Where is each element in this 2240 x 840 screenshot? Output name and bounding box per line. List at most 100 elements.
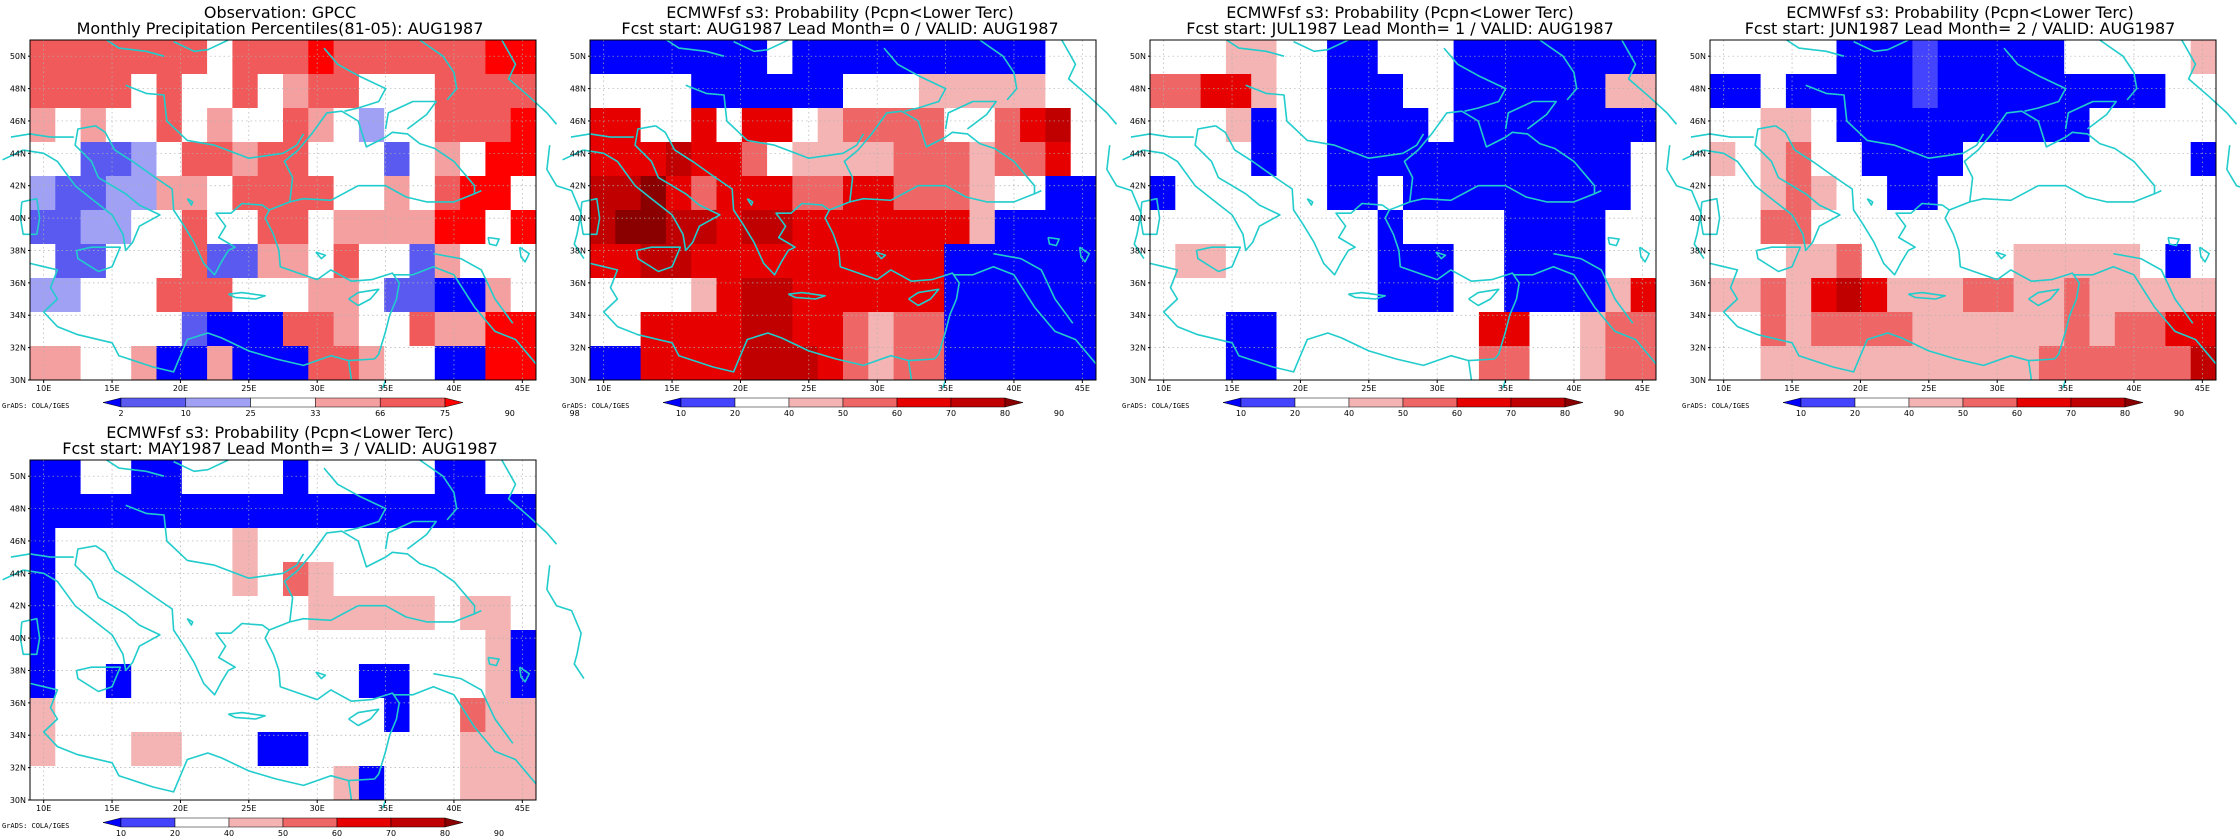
lon-tick-label: 25E — [241, 384, 256, 393]
colorbar-label: 10 — [1236, 409, 1246, 418]
map-cell — [105, 312, 132, 347]
lon-tick-label: 45E — [515, 804, 530, 813]
map-cell — [55, 40, 81, 75]
map-cell — [1630, 142, 1657, 177]
map-cell — [2038, 142, 2065, 177]
coastline — [106, 459, 165, 477]
lon-tick-label: 25E — [241, 804, 256, 813]
map-cell — [2165, 312, 2192, 347]
coastline — [1384, 184, 1602, 219]
map-cell — [1301, 210, 1328, 245]
map-cell — [1225, 108, 1252, 143]
lat-tick-label: 50N — [10, 52, 26, 61]
map-cell — [105, 596, 132, 631]
lat-tick-label: 40N — [1130, 214, 1146, 223]
coastline — [579, 197, 601, 236]
map-cell — [434, 630, 461, 665]
map-cell — [1225, 40, 1252, 75]
map-cell — [257, 766, 284, 801]
map-cell — [2165, 176, 2192, 211]
map-cell — [944, 40, 970, 75]
coastline — [518, 666, 531, 683]
map-cell — [1760, 142, 1787, 177]
map-cell — [665, 142, 692, 177]
map-cell — [30, 766, 56, 801]
map-cell — [1760, 40, 1787, 75]
map-cell — [1735, 278, 1761, 313]
map-cell — [2089, 278, 2116, 313]
grads-credit: GrADS: COLA/IGES — [2, 402, 70, 410]
map-cell — [817, 312, 844, 347]
map-cell — [994, 142, 1021, 177]
map-cell — [409, 494, 436, 529]
map-cell — [510, 528, 537, 563]
map-cell — [1554, 74, 1581, 109]
map-cell — [1785, 346, 1812, 381]
map-cell — [333, 766, 360, 801]
map-cell — [1912, 244, 1939, 279]
colorbar: 10 20 40 50 60 70 80 90 — [1222, 397, 1624, 418]
lon-tick-label: 20E — [1293, 384, 1308, 393]
colorbar-swatch — [120, 817, 176, 828]
map-cell — [1251, 210, 1277, 245]
coastline — [384, 100, 438, 130]
lat-tick-label: 40N — [10, 634, 26, 643]
colorbar-swatch — [734, 397, 790, 408]
map-cell — [510, 210, 537, 245]
map-cell — [1175, 346, 1201, 381]
map-cell — [868, 176, 894, 211]
coastline — [487, 236, 500, 247]
coastline — [1443, 47, 1507, 112]
map-cell — [333, 562, 360, 597]
map-cell — [257, 562, 284, 597]
map-cell — [1605, 312, 1632, 347]
map-cell — [156, 732, 183, 767]
map-cell — [1605, 40, 1632, 75]
colorbar-label: 50 — [1398, 409, 1408, 418]
map-cell — [384, 40, 410, 75]
map-cell — [1811, 142, 1837, 177]
map-cell — [1327, 74, 1353, 109]
map-cell — [716, 312, 743, 347]
map-cell — [485, 460, 512, 495]
map-cell — [1045, 312, 1072, 347]
map-cell — [1811, 108, 1837, 143]
colorbar-swatch — [250, 397, 316, 408]
map-cell — [485, 664, 512, 699]
map-cell — [2165, 40, 2192, 75]
lat-tick-label: 50N — [1130, 52, 1146, 61]
lon-tick-label: 30E — [1990, 384, 2005, 393]
map-cell — [665, 278, 692, 313]
map-cell — [2140, 142, 2166, 177]
map-cell — [283, 312, 309, 347]
lon-tick-label: 40E — [2126, 384, 2141, 393]
colorbar-swatch — [950, 397, 1006, 408]
map-cell — [2064, 74, 2090, 109]
map-cell — [105, 346, 132, 381]
map-cell — [969, 346, 996, 381]
coastline — [1403, 110, 1596, 202]
map-cell — [460, 732, 486, 767]
coastline — [2198, 246, 2211, 263]
map-cell — [80, 108, 107, 143]
map-cell — [434, 346, 461, 381]
map-cell — [1785, 176, 1812, 211]
map-cell — [232, 562, 259, 597]
map-cell — [358, 460, 385, 495]
colorbar-arrow-low — [102, 817, 122, 828]
map-cell — [460, 108, 486, 143]
map-cell — [741, 210, 768, 245]
map-cell — [2013, 74, 2040, 109]
coastline — [125, 504, 305, 579]
map-cell — [615, 176, 641, 211]
colorbar-label: 60 — [892, 409, 902, 418]
map-cell — [181, 278, 208, 313]
map-cell — [207, 664, 233, 699]
map-cell — [1478, 312, 1505, 347]
map-cell — [1710, 312, 1736, 347]
coastline — [347, 780, 353, 801]
lon-tick-label: 15E — [1224, 384, 1239, 393]
map-cell — [1428, 244, 1454, 279]
colorbar-label: 10 — [676, 409, 686, 418]
colorbar-label: 80 — [1000, 409, 1010, 418]
